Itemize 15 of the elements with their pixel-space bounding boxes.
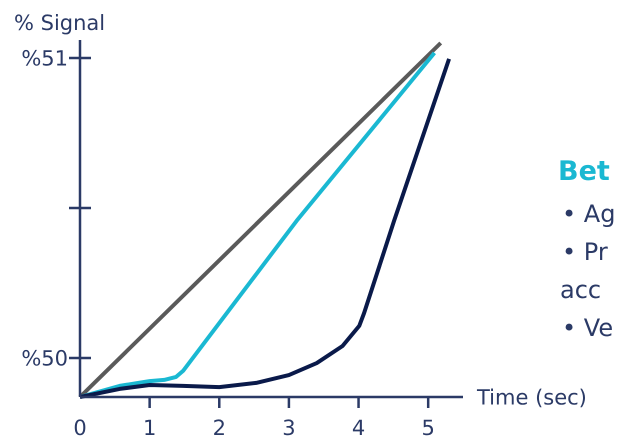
x-axis-title: Time (sec) <box>476 385 587 410</box>
x-tick-label: 1 <box>142 416 156 439</box>
x-tick-label: 2 <box>212 416 226 439</box>
y-tick-label: %51 <box>21 46 68 70</box>
y-tick-label: %50 <box>21 346 68 370</box>
x-tick-label: 5 <box>421 416 435 439</box>
y-axis-title: % Signal <box>14 11 106 35</box>
x-tick-label: 0 <box>73 416 87 439</box>
text: • Ag <box>562 200 616 228</box>
text: acc <box>560 276 602 304</box>
x-tick-label: 3 <box>282 416 296 439</box>
text: • Pr <box>562 238 608 266</box>
text: Bet <box>558 156 610 187</box>
x-tick-label: 4 <box>352 416 366 439</box>
text: • Ve <box>562 314 614 342</box>
